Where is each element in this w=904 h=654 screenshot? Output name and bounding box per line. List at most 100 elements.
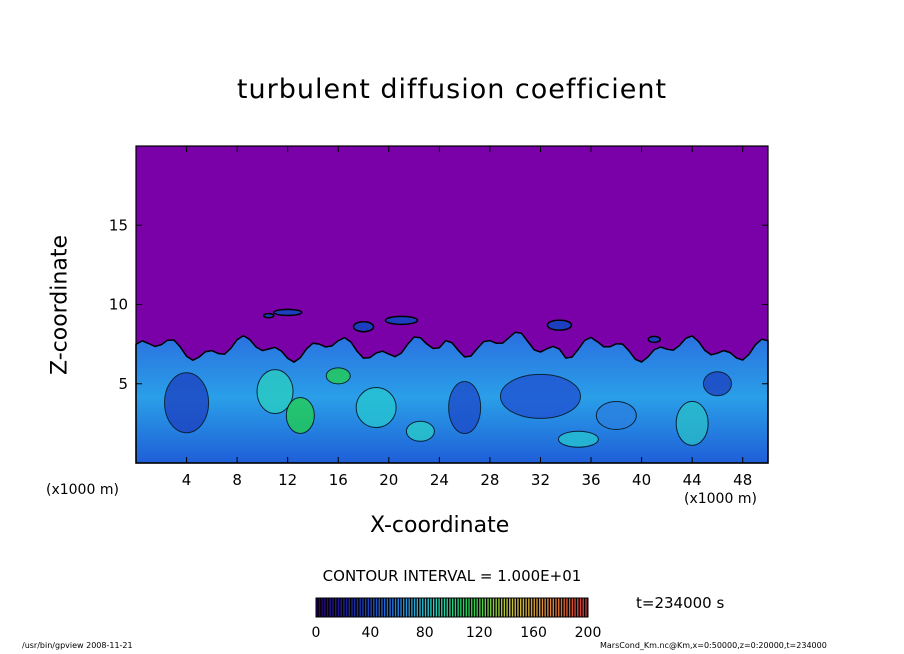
- colorbar-cell: [533, 598, 536, 617]
- x-tick-label: 28: [480, 471, 499, 489]
- colorbar-cell-gap: [524, 598, 526, 617]
- colorbar-cell-gap: [529, 598, 532, 617]
- colorbar-cell-gap: [431, 598, 434, 617]
- colorbar-cell-gap: [551, 598, 553, 617]
- colorbar-cell-gap: [510, 598, 513, 617]
- colorbar-cell: [416, 598, 419, 617]
- colorbar-cell-gap: [352, 598, 355, 617]
- colorbar-cell: [552, 598, 555, 617]
- colorbar-cell-gap: [458, 598, 461, 617]
- colorbar-cell: [354, 598, 356, 617]
- colorbar-cell: [432, 598, 435, 617]
- colorbar-cell-gap: [360, 598, 363, 617]
- colorbar-cell: [468, 598, 470, 617]
- colorbar-cell-gap: [480, 598, 483, 617]
- colorbar-cell-gap: [442, 598, 445, 617]
- colorbar-cell: [332, 598, 334, 617]
- colorbar-cell-gap: [475, 598, 477, 617]
- eddy-contour: [675, 400, 709, 446]
- colorbar-cell: [381, 598, 383, 617]
- colorbar-cell-gap: [540, 598, 543, 617]
- colorbar-cell-gap: [559, 598, 562, 617]
- colorbar-cell-gap: [401, 598, 404, 617]
- colorbar-cell: [484, 598, 487, 617]
- turbulent-layer: [135, 308, 769, 464]
- colorbar-cell-gap: [507, 598, 510, 617]
- plume-contour: [262, 312, 275, 319]
- colorbar-cell: [397, 598, 400, 617]
- colorbar-cell: [511, 598, 514, 617]
- colorbar-cell-gap: [532, 598, 534, 617]
- colorbar-cell-gap: [477, 598, 480, 617]
- colorbar-cell: [544, 598, 547, 617]
- footer-source: MarsCond_Km.nc@Km,x=0:50000,z=0:20000,t=…: [600, 641, 827, 650]
- colorbar-cell-gap: [328, 598, 330, 617]
- colorbar-cell: [522, 598, 525, 617]
- colorbar-cell: [443, 598, 446, 617]
- plume-contour: [546, 319, 573, 331]
- contour-interval-label: CONTOUR INTERVAL = 1.000E+01: [322, 567, 582, 585]
- colorbar-cell-gap: [374, 598, 377, 617]
- x-tick-label: 20: [379, 471, 398, 489]
- colorbar-cell: [370, 598, 373, 617]
- colorbar-cell: [329, 598, 332, 617]
- colorbar-cell-gap: [583, 598, 586, 617]
- colorbar-cell-gap: [434, 598, 436, 617]
- colorbar-cell: [343, 598, 345, 617]
- colorbar-cell-gap: [573, 598, 575, 617]
- colorbar-cell: [454, 598, 457, 617]
- colorbar-cell: [373, 598, 375, 617]
- colorbar-cell-gap: [363, 598, 366, 617]
- colorbar-cell-gap: [505, 598, 507, 617]
- colorbar-tick-label: 200: [575, 625, 602, 641]
- colorbar-cell: [392, 598, 394, 617]
- x-tick-label: 4: [182, 471, 192, 489]
- eddy-contour: [499, 373, 581, 419]
- colorbar-cell-gap: [404, 598, 407, 617]
- colorbar-cell-gap: [385, 598, 388, 617]
- colorbar-cell-gap: [499, 598, 502, 617]
- colorbar-cell-gap: [515, 598, 518, 617]
- colorbar-cell-gap: [564, 598, 567, 617]
- colorbar-tick-label: 80: [416, 625, 434, 641]
- colorbar-cell: [530, 598, 533, 617]
- colorbar-cell: [555, 598, 558, 617]
- colorbar-cell: [490, 598, 492, 617]
- colorbar-cell: [411, 598, 413, 617]
- colorbar-cell-gap: [412, 598, 415, 617]
- plume-contour: [384, 315, 419, 326]
- colorbar-tick-label: 40: [361, 625, 379, 641]
- colorbar-cell-gap: [461, 598, 464, 617]
- colorbar-cell: [427, 598, 430, 617]
- eddy-contour: [355, 387, 397, 429]
- colorbar-cell-gap: [496, 598, 499, 617]
- colorbar-cell-gap: [407, 598, 409, 617]
- colorbar-cell: [438, 598, 441, 617]
- colorbar-cell-gap: [483, 598, 485, 617]
- colorbar-cell: [413, 598, 416, 617]
- colorbar-cell-gap: [472, 598, 475, 617]
- colorbar-cell-gap: [545, 598, 548, 617]
- colorbar-cell: [541, 598, 544, 617]
- colorbar-cell-gap: [586, 598, 589, 617]
- colorbar-cell-gap: [469, 598, 472, 617]
- colorbar-cell-gap: [486, 598, 488, 617]
- x-axis-label: X-coordinate: [370, 513, 510, 538]
- colorbar-cell-gap: [415, 598, 417, 617]
- colorbar-cell: [487, 598, 490, 617]
- colorbar-cell: [386, 598, 389, 617]
- colorbar-cell: [563, 598, 566, 617]
- colorbar-cell-gap: [581, 598, 583, 617]
- colorbar-cell-gap: [526, 598, 529, 617]
- colorbar-cell: [337, 598, 340, 617]
- colorbar-cell-gap: [466, 598, 469, 617]
- colorbar-cell-gap: [398, 598, 401, 617]
- colorbar-cell: [471, 598, 473, 617]
- colorbar-cell: [536, 598, 538, 617]
- colorbar-cell: [389, 598, 392, 617]
- x-tick-label: 48: [733, 471, 752, 489]
- colorbar-cell: [481, 598, 484, 617]
- colorbar-cell-gap: [502, 598, 504, 617]
- colorbar-cell: [321, 598, 324, 617]
- colorbar-cell-gap: [350, 598, 352, 617]
